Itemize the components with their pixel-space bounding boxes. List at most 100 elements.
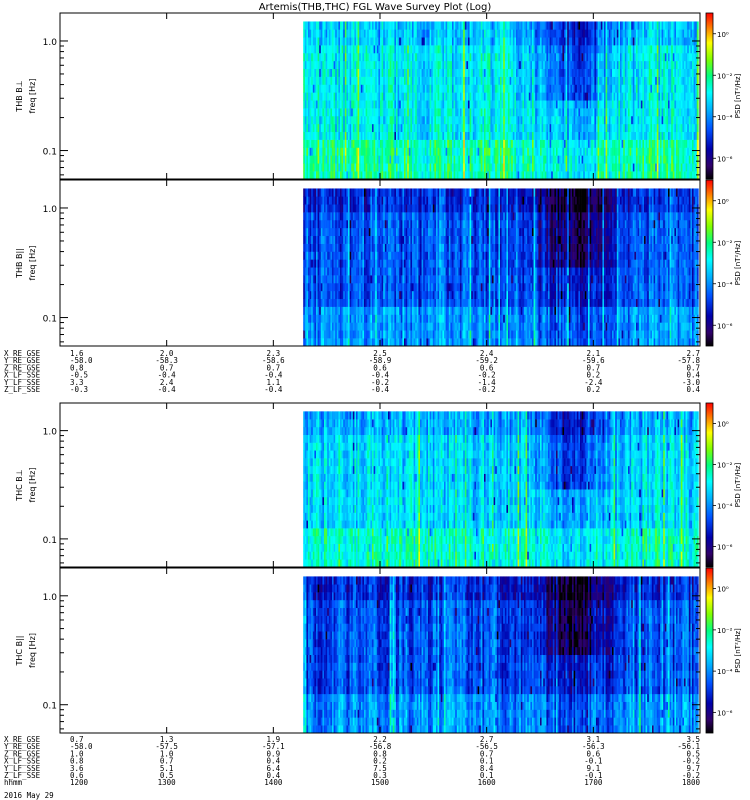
orbit-value: 0.7 — [160, 363, 174, 372]
orbit-value: 2.0 — [160, 349, 174, 358]
spectrogram-cells — [303, 21, 699, 180]
panel-probe-label: THB B⊥ — [15, 80, 24, 112]
orbit-value: 0.2 — [373, 757, 387, 766]
orbit-value: 0.6 — [373, 363, 387, 372]
orbit-value: 2.3 — [267, 349, 281, 358]
orbit-row-label: Y_RE_GSE — [4, 356, 41, 365]
y-tick-label: 1.0 — [43, 205, 58, 215]
orbit-value: -57.1 — [262, 742, 285, 751]
orbit-value: 0.7 — [686, 363, 700, 372]
colorbar-tick-label: 10⁰ — [717, 198, 729, 206]
y-tick-label: 1.0 — [43, 593, 58, 603]
orbit-value: 2.4 — [160, 378, 174, 387]
orbit-value: -0.4 — [371, 371, 390, 380]
orbit-value: -58.0 — [70, 742, 93, 751]
orbit-value: 1.0 — [70, 749, 84, 758]
colorbar-tick-label: 10⁻⁴ — [717, 503, 733, 511]
panel-freq-label: freq [Hz] — [28, 633, 37, 668]
orbit-row-label: hhmm — [4, 778, 23, 787]
orbit-value: 1.6 — [70, 349, 84, 358]
panel-probe-label: THC B⊥ — [15, 469, 24, 502]
orbit-row-label: X_RE_GSE — [4, 735, 41, 744]
orbit-value: -59.6 — [582, 356, 605, 365]
colorbar: 10⁰ 10⁻² 10⁻⁴ 10⁻⁶ PSD [nT²/Hz] — [705, 12, 742, 180]
orbit-ephemeris-tables: X_RE_GSE 1.6 2.0 2.3 2.5 2.4 2.1 2.7 Y_RE_GSE -58… — [4, 349, 700, 787]
orbit-value: -0.4 — [371, 385, 390, 394]
orbit-value: 0.7 — [160, 757, 174, 766]
spectrogram-cells — [303, 411, 699, 568]
orbit-value: 6.4 — [267, 764, 281, 773]
colorbar-tick-label: 10⁰ — [717, 586, 729, 594]
y-tick-label: 0.1 — [43, 315, 57, 325]
colorbar-tick-label: 10⁻⁴ — [717, 281, 733, 289]
orbit-value: 1700 — [584, 778, 603, 787]
orbit-value: -0.2 — [682, 771, 700, 780]
orbit-value: -0.4 — [264, 371, 283, 380]
y-tick-label: 0.1 — [43, 702, 57, 712]
y-tick-label: 0.1 — [43, 536, 57, 546]
orbit-row-label: Z_RE_GSE — [4, 749, 41, 758]
orbit-value: 0.1 — [480, 757, 494, 766]
orbit-value: 0.4 — [686, 371, 700, 380]
orbit-value: -0.4 — [158, 385, 177, 394]
spectrogram-cells — [303, 576, 699, 734]
y-tick-label: 1.0 — [43, 38, 58, 48]
orbit-value: -0.4 — [264, 385, 283, 394]
colorbar: 10⁰ 10⁻² 10⁻⁴ 10⁻⁶ PSD [nT²/Hz] — [705, 179, 742, 347]
orbit-value: -59.2 — [475, 356, 498, 365]
orbit-value: -57.5 — [155, 742, 178, 751]
orbit-value: -56.8 — [369, 742, 392, 751]
orbit-value: -0.3 — [70, 385, 88, 394]
spectrogram-panel: 1.0 0.1 THC B⊥ freq [Hz] 10⁰ 10⁻² 10⁻⁴ 10⁻⁶ PSD … — [15, 402, 742, 568]
orbit-value: 3.5 — [686, 735, 700, 744]
orbit-value: -2.4 — [584, 378, 603, 387]
orbit-value: -58.6 — [262, 356, 285, 365]
orbit-value: -3.0 — [682, 378, 701, 387]
colorbar-tick-label: 10⁰ — [717, 421, 729, 429]
orbit-value: 0.9 — [267, 749, 281, 758]
orbit-value: -58.9 — [369, 356, 392, 365]
colorbar-label: PSD [nT²/Hz] — [734, 73, 742, 118]
orbit-value: 0.6 — [480, 363, 494, 372]
orbit-value: 0.8 — [373, 749, 387, 758]
orbit-value: -56.1 — [677, 742, 700, 751]
orbit-value: 8.4 — [480, 764, 494, 773]
colorbar-tick-label: 10⁻⁴ — [717, 668, 733, 676]
orbit-value: 5.1 — [160, 764, 174, 773]
orbit-value: -0.2 — [371, 378, 389, 387]
orbit-value: 1600 — [478, 778, 497, 787]
colorbar-label: PSD [nT²/Hz] — [734, 628, 742, 673]
orbit-value: 7.5 — [373, 764, 387, 773]
orbit-row-label: X_RE_GSE — [4, 349, 41, 358]
orbit-value: 1.9 — [267, 735, 281, 744]
colorbar-gradient — [705, 179, 714, 347]
orbit-value: 9.7 — [686, 764, 700, 773]
orbit-value: 2.1 — [587, 349, 601, 358]
colorbar-gradient — [705, 402, 714, 568]
colorbar-tick-label: 10⁻⁶ — [717, 322, 733, 330]
orbit-value: -56.5 — [475, 742, 498, 751]
colorbar-gradient — [705, 12, 714, 180]
colorbar-tick-label: 10⁻⁶ — [717, 544, 733, 552]
orbit-value: 0.7 — [587, 363, 601, 372]
spectrogram-panel: 1.0 0.1 THB B|| freq [Hz] 10⁰ 10⁻² 10⁻⁴ 10⁻⁶ PSD… — [15, 179, 742, 347]
colorbar-label: PSD [nT²/Hz] — [734, 462, 742, 507]
orbit-row-label: X_LF_SSE — [4, 757, 41, 766]
orbit-value: -0.2 — [478, 385, 496, 394]
orbit-row-label: X_LF_SSE — [4, 371, 41, 380]
orbit-value: 0.5 — [160, 771, 174, 780]
orbit-row-label: Z_LF_SSE — [4, 385, 41, 394]
colorbar-tick-label: 10⁰ — [717, 31, 729, 39]
orbit-value: -0.4 — [158, 371, 177, 380]
orbit-row-label: Z_LF_SSE — [4, 771, 41, 780]
spectrogram-panel: 1.0 0.1 THC B|| freq [Hz] 10⁰ 10⁻² 10⁻⁴ 10⁻⁶ PSD… — [15, 567, 742, 734]
orbit-value: -0.2 — [682, 757, 700, 766]
orbit-value: -0.1 — [584, 757, 602, 766]
orbit-value: 0.4 — [267, 771, 281, 780]
orbit-value: 0.2 — [587, 371, 601, 380]
orbit-value: 3.3 — [70, 378, 84, 387]
orbit-value: 0.6 — [587, 749, 601, 758]
chart-title: Artemis(THB,THC) FGL Wave Survey Plot (L… — [259, 2, 492, 13]
date-label: 2016 May 29 — [4, 791, 54, 800]
